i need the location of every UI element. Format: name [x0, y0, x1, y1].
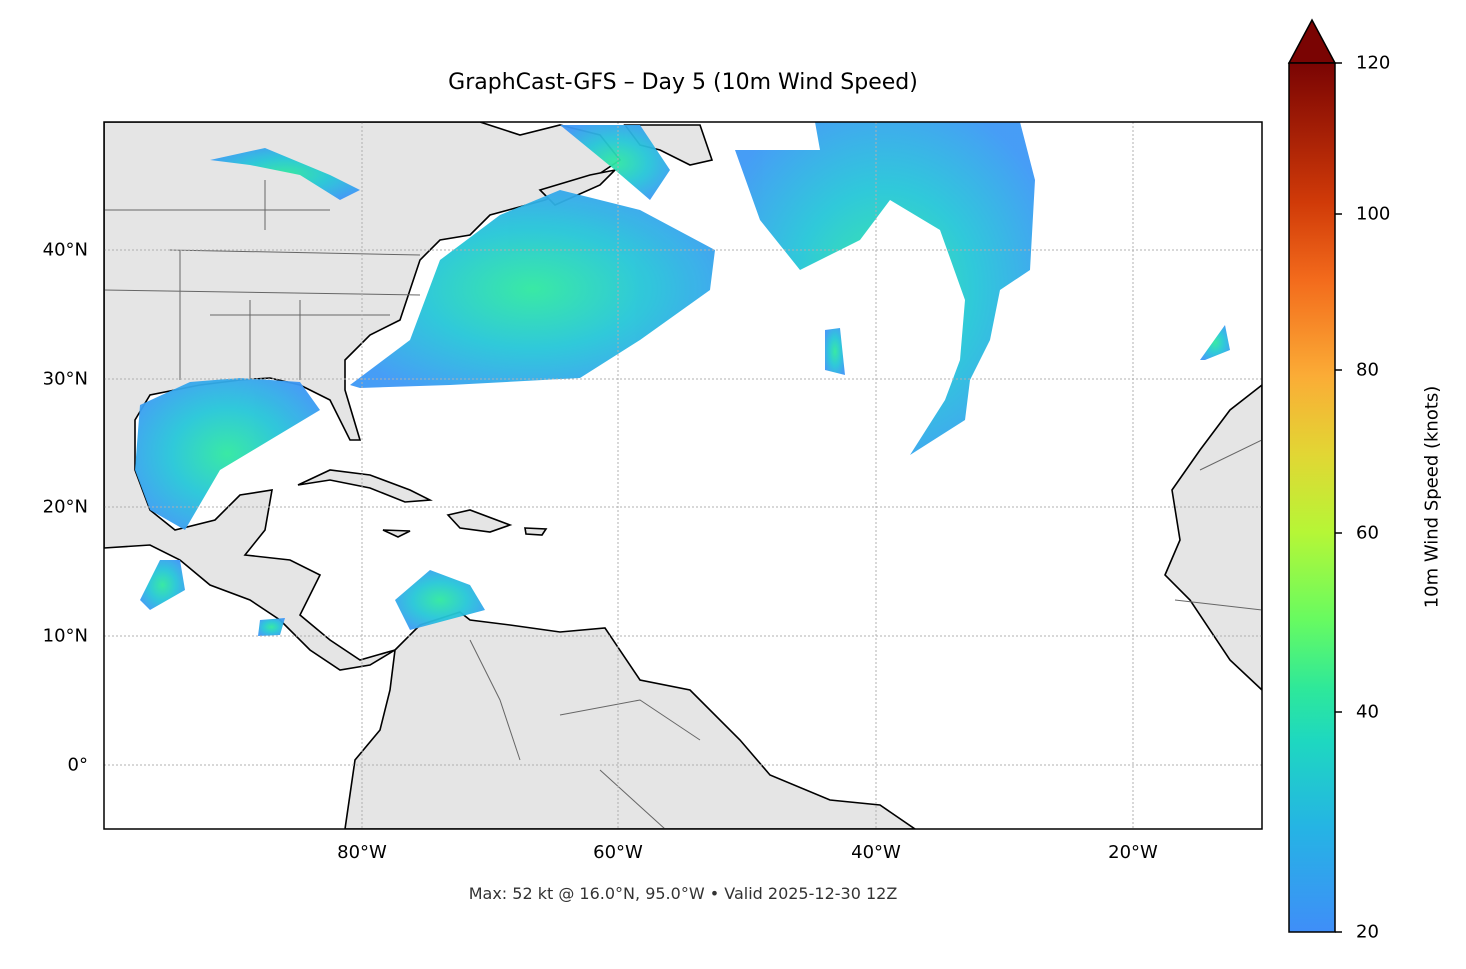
- colorbar-extend-arrow: [1287, 18, 1337, 64]
- hispaniola: [446, 509, 513, 533]
- x-tick-label: 20°W: [1108, 842, 1158, 863]
- land-masses: [104, 122, 1262, 829]
- wind-gulf-of-honduras: [258, 618, 285, 636]
- y-tick-label: 10°N: [42, 625, 88, 647]
- y-tick-label: 40°N: [42, 239, 88, 261]
- wind-mid-atlantic: [735, 122, 1035, 455]
- colorbar-tick-label: 80: [1356, 359, 1379, 381]
- footer-annotation: Max: 52 kt @ 16.0°N, 95.0°W • Valid 2025…: [468, 884, 898, 903]
- wind-gulf-st-lawrence: [560, 125, 670, 200]
- puerto-rico: [524, 527, 548, 536]
- colorbar-label: 10m Wind Speed (knots): [1421, 385, 1443, 609]
- borders: [104, 180, 1262, 829]
- colorbar-tick-label: 60: [1356, 522, 1379, 544]
- colorbar-tick-label: 40: [1356, 701, 1379, 723]
- chart-title: GraphCast-GFS – Day 5 (10m Wind Speed): [448, 70, 918, 95]
- wind-gulf-of-mexico: [135, 378, 320, 530]
- colorbar-bar: [1288, 62, 1336, 933]
- wind-field: [135, 122, 1230, 636]
- cuba: [297, 469, 433, 503]
- y-tick-label: 20°N: [42, 496, 88, 518]
- wind-western-atlantic: [350, 190, 715, 388]
- wind-caribbean: [395, 570, 485, 630]
- africa: [1164, 383, 1262, 692]
- jamaica: [382, 529, 411, 538]
- y-tick-label: 30°N: [42, 368, 88, 390]
- wind-great-lakes: [210, 148, 360, 200]
- wind-gulf-of-tehuantepec: [140, 560, 185, 610]
- colorbar-tick-label: 100: [1356, 203, 1391, 225]
- colorbar: [1287, 18, 1342, 933]
- wind-central-atlantic: [825, 328, 845, 375]
- x-tick-label: 40°W: [851, 842, 901, 863]
- map-frame: [103, 121, 1263, 830]
- colorbar-tick-label: 120: [1356, 52, 1391, 74]
- map-area: [104, 122, 1262, 829]
- colorbar-tick-label: 20: [1356, 921, 1379, 943]
- south-america: [344, 611, 917, 829]
- gridlines: [104, 122, 1262, 829]
- x-tick-label: 60°W: [593, 842, 643, 863]
- y-tick-label: 0°: [67, 754, 88, 776]
- x-tick-label: 80°W: [337, 842, 387, 863]
- wind-east-atlantic: [1200, 325, 1230, 360]
